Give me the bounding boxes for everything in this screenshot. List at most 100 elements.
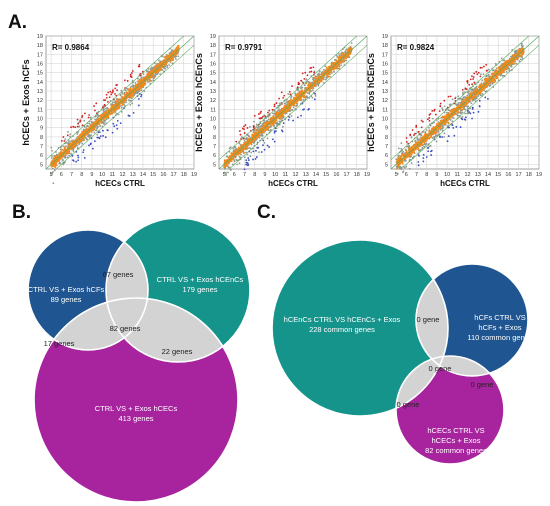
point-grey [120, 111, 123, 113]
point-grey [52, 182, 55, 185]
correlation-annotation: R= 0.9791 [225, 43, 263, 52]
point-core [92, 127, 95, 130]
point-up [471, 83, 474, 86]
point-grey [110, 103, 112, 106]
point-grey [350, 42, 353, 45]
point-grey [51, 155, 53, 157]
y-tick-label: 17 [37, 52, 43, 58]
y-tick-label: 19 [382, 34, 388, 40]
point-grey [76, 133, 79, 135]
point-grey [306, 95, 308, 98]
point-down [77, 156, 80, 159]
point-grey [82, 128, 85, 131]
y-tick-label: 9 [213, 126, 216, 132]
point-grey [284, 102, 287, 105]
point-down [255, 156, 258, 158]
y-tick-label: 11 [210, 107, 216, 113]
point-core [309, 83, 312, 86]
point-down [132, 111, 135, 114]
point-up [129, 73, 132, 76]
point-core [342, 60, 345, 63]
y-tick-label: 6 [213, 153, 216, 159]
point-grey [258, 151, 260, 154]
point-grey [456, 113, 458, 116]
point-up [239, 133, 242, 136]
point-core [302, 95, 305, 98]
point-down [97, 136, 100, 139]
x-tick-label: 14 [485, 172, 491, 178]
point-grey [232, 147, 235, 150]
point-core [148, 72, 151, 75]
point-grey [437, 131, 440, 133]
point-core [340, 61, 343, 64]
point-grey [308, 93, 311, 95]
point-up [439, 105, 442, 108]
point-grey [466, 94, 469, 97]
point-core [83, 135, 86, 138]
point-down [140, 93, 143, 96]
point-up [483, 65, 485, 68]
point-up [439, 102, 442, 105]
y-tick-label: 18 [210, 43, 216, 49]
x-tick-label: 16 [505, 172, 511, 178]
point-core [342, 52, 345, 55]
point-grey [152, 79, 155, 82]
point-down [119, 122, 122, 125]
point-grey [253, 120, 255, 123]
point-core [338, 55, 341, 58]
point-down [417, 164, 420, 167]
point-core [316, 81, 319, 84]
correlation-annotation: R= 0.9864 [52, 43, 90, 52]
point-up [485, 69, 488, 72]
point-up [473, 82, 476, 84]
point-grey [102, 122, 105, 125]
point-down [245, 163, 248, 166]
point-up [74, 126, 77, 129]
point-core [269, 117, 272, 120]
point-core [146, 79, 149, 82]
point-grey [166, 64, 169, 67]
point-grey [501, 74, 504, 77]
point-core [52, 159, 55, 162]
point-grey [248, 147, 250, 149]
point-up [466, 80, 469, 82]
scatter-plot-2: 5 6 7 8 9 10 11 12 13 14 15 16 17 18 19567891011121314… [194, 34, 370, 188]
point-up [466, 81, 469, 84]
point-up [438, 110, 441, 113]
y-tick-label: 14 [210, 80, 216, 86]
point-core [242, 143, 245, 146]
point-up [79, 119, 82, 122]
point-up [308, 71, 311, 73]
point-grey [238, 162, 241, 165]
point-up [297, 81, 300, 84]
point-down [288, 116, 291, 119]
point-down [257, 146, 260, 149]
point-grey [261, 134, 264, 137]
point-grey [345, 59, 348, 62]
point-down [307, 108, 310, 111]
point-grey [306, 92, 309, 94]
point-core [122, 100, 125, 103]
point-core [154, 64, 157, 67]
x-tick-label: 10 [272, 172, 278, 178]
point-grey [64, 157, 67, 159]
point-core [152, 68, 155, 71]
point-up [273, 103, 276, 106]
point-grey [481, 79, 484, 82]
point-grey [131, 102, 134, 105]
point-core [244, 141, 247, 144]
point-up [129, 75, 132, 78]
point-grey [66, 156, 69, 159]
point-up [131, 70, 134, 72]
point-core [113, 103, 116, 106]
point-down [245, 161, 248, 164]
point-grey [285, 101, 288, 103]
point-down [422, 160, 425, 163]
point-down [106, 129, 109, 131]
point-core [255, 132, 258, 135]
point-grey [467, 105, 470, 108]
y-tick-label: 19 [37, 34, 43, 40]
point-down [89, 143, 92, 146]
point-core [276, 113, 279, 116]
point-grey [159, 73, 162, 76]
